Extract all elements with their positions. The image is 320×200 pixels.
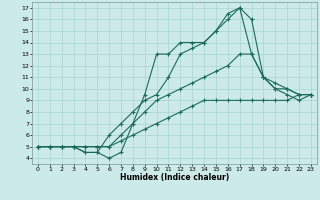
X-axis label: Humidex (Indice chaleur): Humidex (Indice chaleur) (120, 173, 229, 182)
